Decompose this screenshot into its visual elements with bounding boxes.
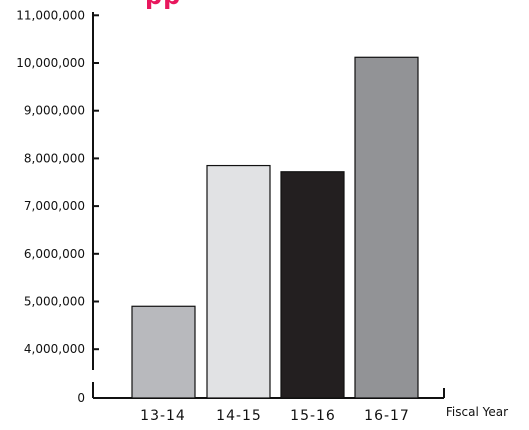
x-axis-tick-label: 15-16: [290, 408, 336, 424]
y-axis-tick-label: 6,000,000: [24, 247, 85, 261]
title-fragment-text: pp: [145, 0, 181, 10]
y-axis-tick-label: 11,000,000: [16, 8, 85, 22]
cut-title-fragment: pp: [145, 0, 265, 14]
y-axis-tick-label: 7,000,000: [24, 199, 85, 213]
bar: [131, 305, 196, 399]
y-axis-tick-label: 9,000,000: [24, 104, 85, 118]
y-axis-tick-label: 4,000,000: [24, 342, 85, 356]
x-axis-tick-label: 16-17: [364, 408, 410, 424]
x-axis-tick-label: 13-14: [140, 408, 186, 424]
x-axis-tick-label: 14-15: [216, 408, 262, 424]
y-axis-tick-label: 8,000,000: [24, 151, 85, 165]
bar: [206, 164, 271, 399]
x-axis-title: Fiscal Year: [446, 405, 508, 419]
bar: [354, 56, 419, 399]
y-axis-tick-label: 10,000,000: [16, 56, 85, 70]
y-axis-tick-label: 5,000,000: [24, 295, 85, 309]
bar: [280, 171, 345, 399]
y-axis-tick-label: 0: [77, 391, 85, 405]
